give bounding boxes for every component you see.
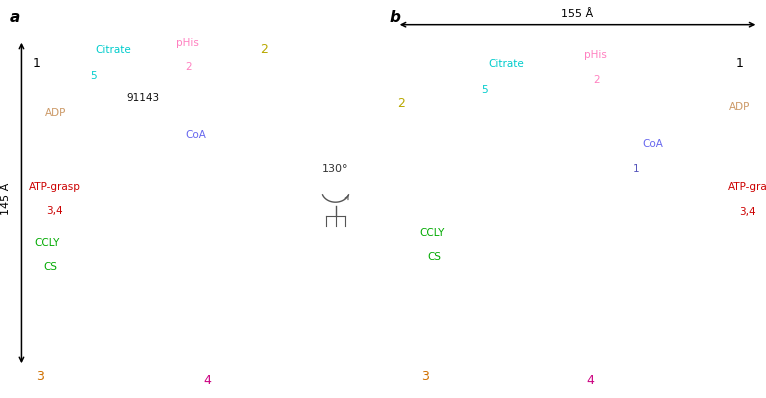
Text: pHis: pHis bbox=[176, 37, 199, 48]
Text: CS: CS bbox=[44, 261, 57, 272]
Text: 5: 5 bbox=[481, 84, 488, 95]
Text: ATP-grasp: ATP-grasp bbox=[728, 182, 766, 192]
Text: 2: 2 bbox=[185, 62, 192, 72]
Text: Citrate: Citrate bbox=[489, 59, 525, 69]
Text: ADP: ADP bbox=[44, 108, 66, 119]
Text: 2: 2 bbox=[397, 97, 404, 110]
Text: 5: 5 bbox=[90, 70, 97, 81]
Text: ADP: ADP bbox=[729, 102, 751, 113]
Text: 91143: 91143 bbox=[126, 92, 159, 103]
Text: 3,4: 3,4 bbox=[739, 207, 756, 217]
Text: a: a bbox=[10, 10, 20, 25]
Text: 145 Å: 145 Å bbox=[1, 183, 11, 215]
Text: 4: 4 bbox=[203, 374, 211, 386]
Text: 1: 1 bbox=[33, 57, 41, 70]
Text: CCLY: CCLY bbox=[419, 228, 444, 238]
Text: 1: 1 bbox=[735, 57, 743, 70]
Text: 3: 3 bbox=[421, 370, 429, 382]
Text: ATP-grasp: ATP-grasp bbox=[29, 182, 81, 192]
Text: 3,4: 3,4 bbox=[46, 206, 63, 216]
Text: CoA: CoA bbox=[642, 139, 663, 149]
Text: CoA: CoA bbox=[185, 130, 206, 140]
Text: 3: 3 bbox=[36, 370, 44, 382]
Text: 155 Å: 155 Å bbox=[561, 8, 594, 19]
Text: Citrate: Citrate bbox=[96, 45, 132, 55]
Text: 130°: 130° bbox=[322, 164, 349, 174]
Text: b: b bbox=[389, 10, 400, 25]
Text: pHis: pHis bbox=[584, 50, 607, 60]
Text: 4: 4 bbox=[586, 374, 594, 386]
Text: CS: CS bbox=[427, 252, 441, 262]
Text: 2: 2 bbox=[260, 43, 268, 56]
Text: 2: 2 bbox=[594, 74, 601, 85]
Text: CCLY: CCLY bbox=[34, 238, 60, 248]
Text: 1: 1 bbox=[633, 164, 640, 174]
